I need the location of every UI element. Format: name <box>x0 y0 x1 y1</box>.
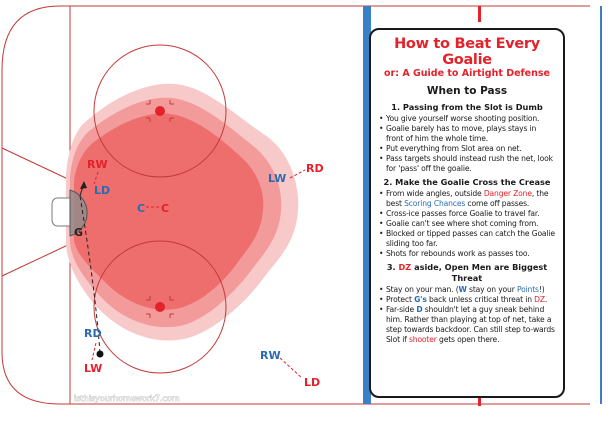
rink-boards <box>1 5 590 405</box>
bullet-item: Goalie can't see where shot coming from. <box>379 219 555 229</box>
text-segment: D <box>416 305 423 314</box>
text-segment: Stay on your man. ( <box>386 285 459 294</box>
faceoff-dot-top <box>155 106 165 116</box>
skater-path <box>79 195 101 354</box>
text-segment: From wide angles, outside <box>386 189 484 198</box>
faceoff-circle-top <box>93 44 227 178</box>
red-tick-bottom <box>478 398 481 406</box>
section-3: 3. DZ aside, Open Men are Biggest Threat… <box>379 262 555 345</box>
bullet-item: Blocked or tipped passes can catch the G… <box>379 229 555 249</box>
goal-crease <box>69 189 88 237</box>
hash-marks-bottom <box>146 296 174 318</box>
danger-zone-inner <box>74 113 264 310</box>
text-segment: 3. <box>386 262 399 272</box>
bullet-item: Protect G's back unless critical threat … <box>379 295 555 305</box>
bullet-item: Cross-ice passes force Goalie to travel … <box>379 209 555 219</box>
text-segment: W <box>458 285 467 294</box>
section-title: 3. DZ aside, Open Men are Biggest Threat <box>379 262 555 284</box>
player-rw-top: RW <box>87 158 108 171</box>
player-ld-top: LD <box>94 184 110 197</box>
bullet-item: Shots for rebounds work as passes too. <box>379 249 555 259</box>
red-tick-top <box>478 6 481 22</box>
card-title: How to Beat Every Goalie <box>394 36 540 68</box>
text-segment: come off passes. <box>465 199 530 208</box>
bullet-list: You give yourself worse shooting positio… <box>379 114 555 174</box>
section-1: 1. Passing from the Slot is Dumb You giv… <box>379 102 555 174</box>
player-c-blue: C <box>137 202 145 215</box>
bullet-item: Stay on your man. (W stay on your Points… <box>379 285 555 295</box>
text-segment: shooter <box>408 335 437 344</box>
text-segment: DZ <box>398 262 412 272</box>
section-title: 2. Make the Goalie Cross the Crease <box>383 177 551 187</box>
watermark: isthisyourhomework7.com <box>74 394 180 403</box>
info-card: How to Beat Every Goalie or: A Guide to … <box>369 28 565 398</box>
player-c-red: C <box>161 202 169 215</box>
text-segment: gets open there. <box>436 335 500 344</box>
bullet-item: Goalie barely has to move, plays stays i… <box>379 124 555 144</box>
bullet-list: Stay on your man. (W stay on your Points… <box>379 285 555 345</box>
text-segment: Scoring Chances <box>404 199 466 208</box>
bullet-list: From wide angles, outside Danger Zone, t… <box>379 189 555 259</box>
text-segment: Points <box>516 285 539 294</box>
card-heading: When to Pass <box>426 85 508 97</box>
text-segment: G's <box>414 295 427 304</box>
player-lw-bottom: LW <box>84 362 102 375</box>
text-segment: Danger Zone <box>483 189 532 198</box>
player-rw-bottom-right: RW <box>260 349 281 362</box>
player-lw-right-top: LW <box>268 172 286 185</box>
text-segment: !) <box>538 285 545 294</box>
text-segment: . <box>544 295 548 304</box>
trapezoid-bottom <box>1 243 71 277</box>
card-subtitle: or: A Guide to Airtight Defense <box>384 68 550 79</box>
bullet-item: Put everything from Slot area on net. <box>379 144 555 154</box>
section-2: 2. Make the Goalie Cross the Crease From… <box>379 177 555 259</box>
text-segment: Far-side <box>386 305 417 314</box>
pass-arrowhead <box>80 181 87 189</box>
player-ld-bottom-right: LD <box>304 376 320 389</box>
bullet-item: You give yourself worse shooting positio… <box>379 114 555 124</box>
faceoff-dot-bottom <box>155 302 165 312</box>
text-segment: stay on your <box>466 285 517 294</box>
player-rd-bottom: RD <box>84 327 102 340</box>
text-segment: , the best <box>386 189 549 208</box>
text-segment: shouldn't let a guy sneak behind him. Ra… <box>386 305 555 344</box>
section-title: 1. Passing from the Slot is Dumb <box>391 102 543 112</box>
marking-lines <box>91 169 306 379</box>
player-rd-right-top: RD <box>306 162 324 175</box>
trapezoid-top <box>1 147 71 181</box>
text-segment: DZ <box>534 295 545 304</box>
puck-carrier-dot <box>96 350 104 358</box>
bullet-item: Pass targets should instead rush the net… <box>379 154 555 174</box>
blue-line <box>363 6 371 404</box>
bullet-item: From wide angles, outside Danger Zone, t… <box>379 189 555 209</box>
faceoff-circle-bottom <box>93 240 227 374</box>
player-goalie: G <box>74 226 83 239</box>
goal-net <box>51 197 70 227</box>
text-segment: aside, Open Men are Biggest Threat <box>411 262 548 283</box>
bullet-item: Far-side D shouldn't let a guy sneak beh… <box>379 305 555 345</box>
text-segment: Protect <box>386 295 415 304</box>
hash-marks-top <box>146 100 174 122</box>
text-segment: back unless critical threat in <box>426 295 535 304</box>
